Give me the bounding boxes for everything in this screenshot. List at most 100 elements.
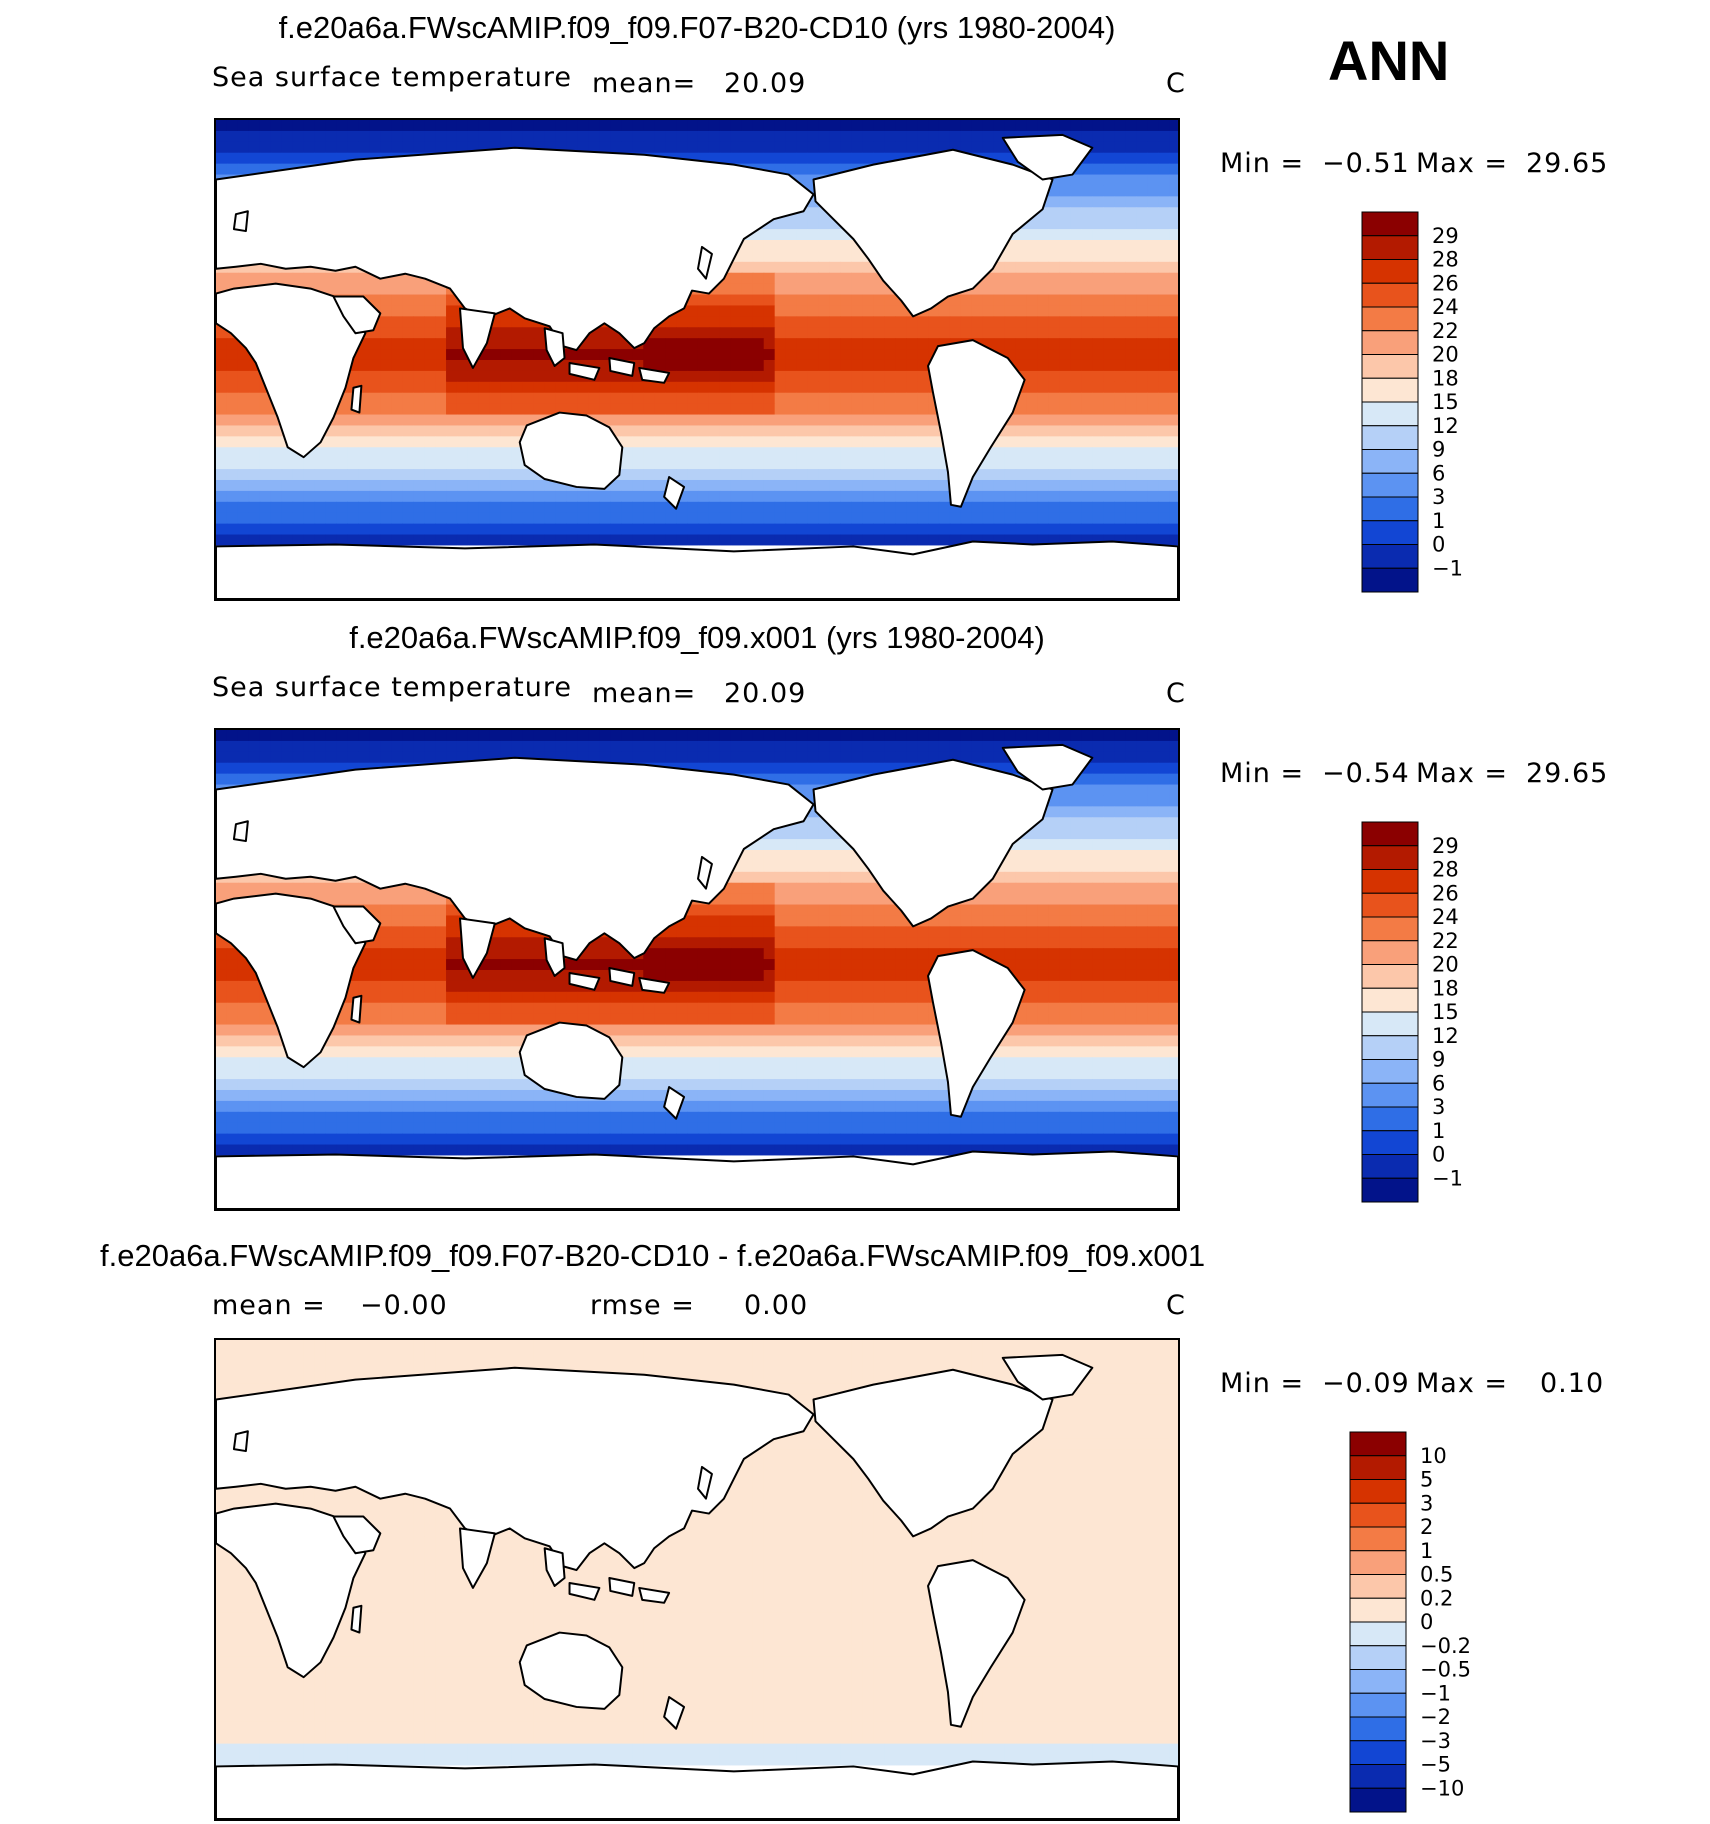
colorbar-tick-label: 18 (1432, 976, 1459, 1000)
colorbar-swatch (1361, 567, 1419, 593)
landmass (812, 758, 1054, 928)
landmass (927, 1559, 1026, 1728)
panel-2-min-value: −0.54 (1322, 758, 1410, 789)
colorbar-swatch (1349, 1597, 1407, 1623)
landmass (216, 146, 815, 352)
colorbar-tick-label: 6 (1432, 1071, 1445, 1095)
landmass (332, 905, 382, 945)
panel-1-max-value: 29.65 (1526, 148, 1609, 179)
landmass (350, 994, 363, 1024)
landmass (608, 1577, 636, 1597)
colorbar-tick-label: 12 (1432, 1024, 1459, 1048)
colorbar-tick-label: 26 (1432, 271, 1459, 295)
panel-3-rmse-label: rmse = (590, 1290, 695, 1321)
panel-1-mean-value: 20.09 (724, 68, 807, 99)
panel-2-max-label: Max = (1416, 758, 1509, 789)
panel-3-max-value: 0.10 (1540, 1368, 1605, 1399)
panel-1-units: C (1166, 68, 1186, 99)
colorbar-tick-label: 3 (1432, 1095, 1445, 1119)
colorbar-tick-label: 26 (1432, 881, 1459, 905)
landmass (1001, 743, 1094, 791)
panel-2-units: C (1166, 678, 1186, 709)
colorbar-tick-label: −1 (1420, 1681, 1451, 1705)
colorbar-tick-label: 3 (1420, 1491, 1433, 1515)
colorbar-tick-label: −1 (1432, 1166, 1463, 1190)
colorbar-tick-label: 2 (1420, 1515, 1433, 1539)
colorbar-tick-label: 28 (1432, 858, 1459, 882)
panel-2-map (214, 728, 1180, 1211)
colorbar-tick-label: 6 (1432, 461, 1445, 485)
landmass (458, 307, 496, 369)
colorbar-tick-label: 1 (1432, 509, 1445, 533)
landmass (543, 1547, 566, 1587)
colorbar-tick-label: 1 (1432, 1119, 1445, 1143)
landmass (663, 1696, 686, 1730)
colorbar-tick-label: 15 (1432, 1000, 1459, 1024)
landmass (1001, 133, 1094, 181)
panel-1-map (214, 118, 1180, 601)
panel-1-variable: Sea surface temperature (212, 62, 572, 93)
landmass (568, 971, 601, 991)
landmass (927, 949, 1026, 1118)
colorbar-tick-label: −0.2 (1420, 1634, 1471, 1658)
panel-3-min-value: −0.09 (1322, 1368, 1410, 1399)
colorbar-tick-label: −10 (1420, 1776, 1464, 1800)
colorbar-swatch (1349, 1574, 1407, 1599)
landmass (518, 411, 624, 490)
colorbar-swatch (1349, 1526, 1407, 1552)
landmass (608, 357, 636, 377)
landmass (663, 1086, 686, 1120)
colorbar-swatch (1349, 1716, 1407, 1742)
landmass (812, 148, 1054, 318)
colorbar-tick-label: 0 (1420, 1610, 1433, 1634)
landmass (697, 1465, 713, 1500)
panel-1-max-label: Max = (1416, 148, 1509, 179)
panel-1-mean-label: mean= (592, 68, 697, 99)
colorbar-tick-label: 15 (1432, 390, 1459, 414)
panel-3-mean-value: −0.00 (360, 1290, 448, 1321)
colorbar-tick-label: 22 (1432, 319, 1459, 343)
colorbar-tick-label: 18 (1432, 366, 1459, 390)
colorbar-swatch (1349, 1645, 1407, 1670)
colorbar-swatch (1349, 1455, 1407, 1480)
landmass (638, 366, 671, 384)
landmass (1001, 1353, 1094, 1401)
panel-3-title: f.e20a6a.FWscAMIP.f09_f09.F07-B20-CD10 -… (100, 1238, 1206, 1273)
colorbar-swatch (1349, 1550, 1407, 1575)
colorbar-swatch (1349, 1502, 1407, 1528)
landmass (812, 1368, 1054, 1538)
landmass (232, 1430, 249, 1453)
colorbar-tick-label: 12 (1432, 414, 1459, 438)
colorbar-swatch (1349, 1764, 1407, 1789)
colorbar-tick-label: 20 (1432, 953, 1459, 977)
panel-2-mean-value: 20.09 (724, 678, 807, 709)
landmass (518, 1631, 624, 1710)
panel-2-mean-label: mean= (592, 678, 697, 709)
landmass (216, 1366, 815, 1572)
landmass (638, 1586, 671, 1604)
colorbar-tick-label: 0 (1432, 1143, 1445, 1167)
landmass (232, 820, 249, 843)
panel-2-min-label: Min = (1220, 758, 1305, 789)
colorbar-swatch (1349, 1621, 1407, 1647)
colorbar-swatch (1349, 1669, 1407, 1694)
colorbar-tick-label: 20 (1432, 343, 1459, 367)
landmass (927, 339, 1026, 508)
landmass (697, 245, 713, 280)
map-svg (216, 120, 1178, 599)
colorbar-tick-label: −3 (1420, 1729, 1451, 1753)
colorbar-tick-label: 0 (1432, 533, 1445, 557)
landmass (232, 210, 249, 233)
colorbar-swatch (1349, 1431, 1407, 1457)
colorbar-swatch (1349, 1740, 1407, 1765)
landmass (216, 756, 815, 962)
panel-1-min-label: Min = (1220, 148, 1305, 179)
colorbar-tick-label: 24 (1432, 905, 1459, 929)
panel-1-title: f.e20a6a.FWscAMIP.f09_f09.F07-B20-CD10 (… (278, 10, 1116, 45)
colorbar-tick-label: −0.5 (1420, 1658, 1471, 1682)
colorbar-tick-label: 1 (1420, 1539, 1433, 1563)
landmass (568, 361, 601, 381)
